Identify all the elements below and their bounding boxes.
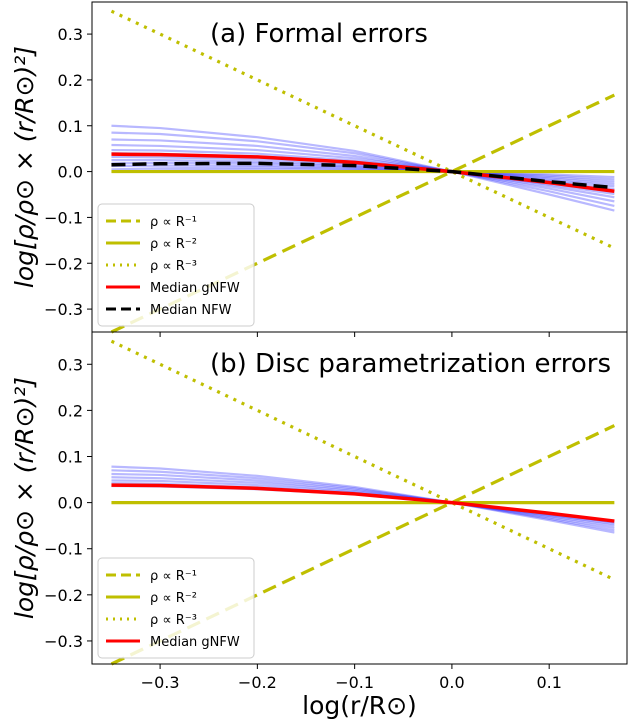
legend-label: ρ ∝ R⁻³: [150, 613, 197, 628]
x-tick-label: −0.2: [238, 673, 277, 692]
panel-b-title: (b) Disc parametrization errors: [210, 349, 611, 379]
y-tick-label: 0.3: [58, 355, 83, 374]
legend-label: ρ ∝ R⁻¹: [150, 215, 197, 230]
panel-a-y-axis-label: log[ρ/ρ⊙ × (r/R⊙)²]: [10, 46, 39, 288]
posterior-sample-line: [111, 469, 615, 532]
y-tick-label: 0.1: [58, 117, 83, 136]
x-tick-label: 0.0: [439, 673, 464, 692]
legend-box: [97, 203, 255, 327]
posterior-sample-line: [111, 143, 615, 199]
panel-a-y-ticks: −0.3 −0.2 −0.1 0.0 0.1 0.2 0.3: [44, 25, 92, 319]
series-line: [111, 152, 615, 194]
legend-box: [97, 557, 255, 659]
series-line: [110, 9, 616, 250]
y-tick-label: 0.1: [58, 448, 83, 467]
y-tick-label: 0.0: [58, 494, 83, 513]
posterior-sample-line: [111, 124, 615, 212]
posterior-sample-line: [111, 148, 615, 196]
series-line: [111, 161, 615, 190]
panel-a-title: (a) Formal errors: [210, 19, 428, 49]
posterior-sample-line: [111, 472, 615, 530]
panel-a-x-ticks: [159, 332, 550, 337]
y-tick-label: 0.2: [58, 71, 83, 90]
x-axis-label: log(r/R⊙): [302, 691, 417, 720]
panel-a-formal-errors: −0.3 −0.2 −0.1 0.0 0.1 0.2 0.3 (a) Formal erro…: [44, 1, 628, 337]
panel-a-legend: ρ ∝ R⁻¹ ρ ∝ R⁻² ρ ∝ R⁻³ Median gNFW Median N…: [97, 203, 255, 327]
panel-b-y-axis-label: log[ρ/ρ⊙ × (r/R⊙)²]: [10, 377, 39, 619]
legend-label: Median gNFW: [150, 635, 240, 650]
legend-label: ρ ∝ R⁻³: [150, 259, 197, 274]
legend-label: ρ ∝ R⁻¹: [150, 569, 197, 584]
series-line: [111, 483, 615, 523]
x-tick-label: −0.3: [141, 673, 180, 692]
y-tick-label: −0.2: [44, 586, 83, 605]
panel-b-y-ticks: −0.3 −0.2 −0.1 0.0 0.1 0.2 0.3: [44, 355, 92, 651]
x-tick-label: −0.1: [335, 673, 374, 692]
legend-label: Median gNFW: [150, 281, 240, 296]
x-tick-label: 0.1: [536, 673, 561, 692]
panel-b-x-ticks: −0.3 −0.2 −0.1 0.0 0.1: [141, 664, 562, 692]
panel-b-plot-lines: [110, 339, 616, 666]
legend-label: ρ ∝ R⁻²: [150, 237, 197, 252]
posterior-sample-line: [111, 465, 615, 534]
y-tick-label: −0.3: [44, 300, 83, 319]
series-line: [110, 339, 616, 582]
posterior-sample-line: [111, 476, 615, 527]
posterior-sample-line: [111, 131, 615, 208]
y-tick-label: 0.0: [58, 163, 83, 182]
posterior-sample-line: [111, 164, 615, 183]
y-tick-label: −0.3: [44, 632, 83, 651]
panel-b-legend: ρ ∝ R⁻¹ ρ ∝ R⁻² ρ ∝ R⁻³ Median gNFW: [97, 557, 255, 659]
panel-b-disc-parametrization-errors: −0.3 −0.2 −0.1 0.0 0.1 0.2 0.3 −0.3 −0.2 −0.1 0.0…: [44, 331, 628, 692]
y-tick-label: −0.1: [44, 540, 83, 559]
panel-a-plot-lines: [110, 9, 616, 334]
y-tick-label: −0.2: [44, 254, 83, 273]
panel-b-frame: [91, 331, 628, 665]
y-tick-label: −0.1: [44, 208, 83, 227]
y-tick-label: 0.2: [58, 401, 83, 420]
legend-label: Median NFW: [150, 303, 232, 318]
posterior-sample-line: [111, 166, 615, 181]
y-tick-label: 0.3: [58, 25, 83, 44]
legend-label: ρ ∝ R⁻²: [150, 591, 197, 606]
posterior-sample-line: [111, 138, 615, 203]
